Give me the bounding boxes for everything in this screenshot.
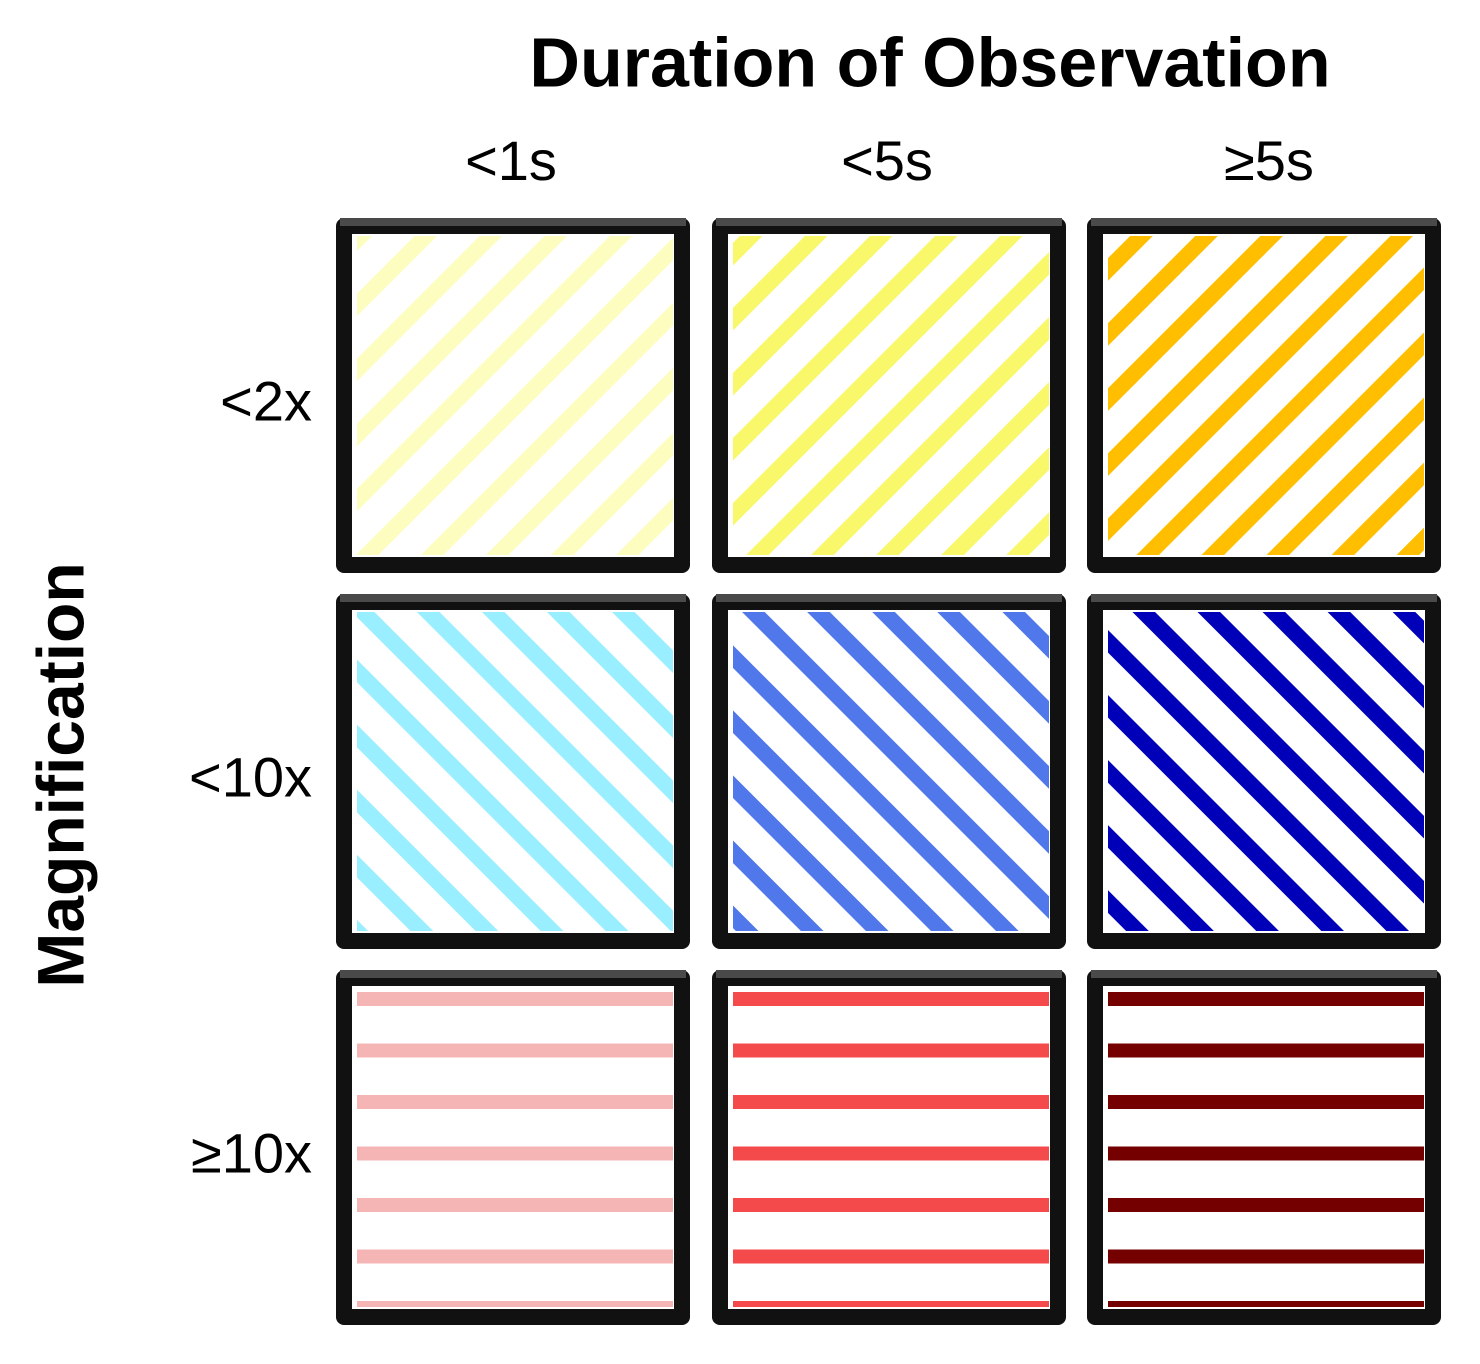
cell-pattern bbox=[733, 612, 1049, 931]
title: Duration of Observation bbox=[529, 23, 1330, 101]
cell-frame-top bbox=[340, 970, 686, 978]
cell-pattern bbox=[1108, 612, 1424, 931]
cell-frame-top bbox=[1091, 218, 1437, 226]
column-label: <1s bbox=[465, 129, 557, 192]
cell-pattern bbox=[1108, 236, 1424, 555]
cell-frame-top bbox=[340, 218, 686, 226]
cell-pattern bbox=[357, 236, 673, 555]
cell-pattern bbox=[1108, 988, 1424, 1307]
row-label: <2x bbox=[220, 369, 312, 432]
column-label: ≥5s bbox=[1224, 129, 1314, 192]
row-label: ≥10x bbox=[191, 1121, 312, 1184]
column-label: <5s bbox=[841, 129, 933, 192]
cell-pattern bbox=[357, 612, 673, 931]
cell-frame-top bbox=[716, 218, 1062, 226]
row-label: <10x bbox=[189, 745, 312, 808]
cell-frame-top bbox=[1091, 594, 1437, 602]
cell-frame-top bbox=[340, 594, 686, 602]
cell-frame-top bbox=[716, 594, 1062, 602]
cell-frame-top bbox=[716, 970, 1062, 978]
cell-pattern bbox=[733, 236, 1049, 555]
cell-pattern bbox=[733, 988, 1049, 1307]
row-axis-label: Magnification bbox=[23, 562, 97, 987]
cell-frame-top bbox=[1091, 970, 1437, 978]
cell-pattern bbox=[357, 988, 673, 1307]
